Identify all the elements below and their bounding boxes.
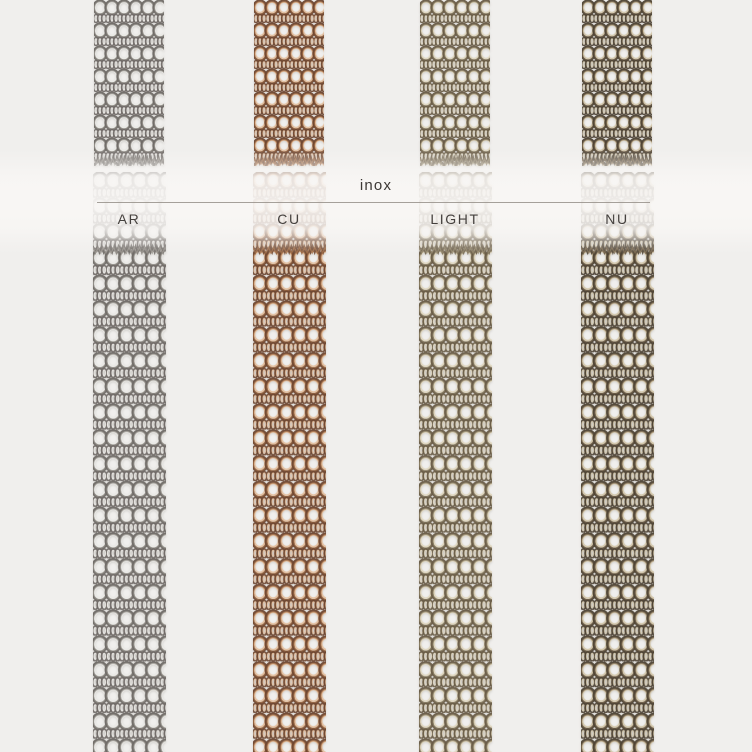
- sample-label-light[interactable]: LIGHT: [430, 211, 480, 227]
- divider-line: [97, 202, 650, 203]
- sample-label-cu[interactable]: CU: [277, 211, 301, 227]
- mesh-strip-cu-top[interactable]: [254, 0, 324, 166]
- sample-label-ar[interactable]: AR: [117, 211, 141, 227]
- mesh-texture: [94, 0, 164, 166]
- mesh-texture: [254, 0, 324, 166]
- mesh-texture: [582, 0, 652, 166]
- mesh-texture: [420, 0, 490, 166]
- mesh-strip-nu-bottom[interactable]: [580, 172, 654, 752]
- mesh-texture: [580, 172, 654, 752]
- mesh-texture: [92, 172, 166, 752]
- mesh-texture: [252, 172, 326, 752]
- mesh-strip-nu-top[interactable]: [582, 0, 652, 166]
- sample-label-nu[interactable]: NU: [605, 211, 629, 227]
- mesh-strip-ar-bottom[interactable]: [92, 172, 166, 752]
- mesh-strip-cu-bottom[interactable]: [252, 172, 326, 752]
- mesh-strip-light-top[interactable]: [420, 0, 490, 166]
- mesh-strip-ar-top[interactable]: [94, 0, 164, 166]
- collection-title: inox: [359, 177, 393, 194]
- mesh-strip-light-bottom[interactable]: [418, 172, 492, 752]
- mesh-texture: [418, 172, 492, 752]
